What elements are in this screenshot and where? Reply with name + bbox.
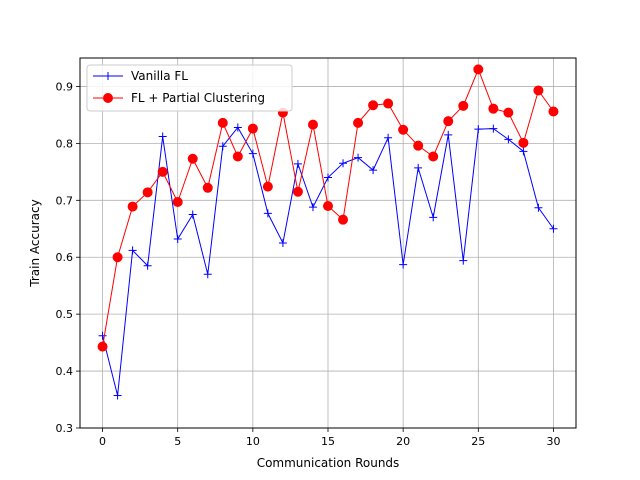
data-point-fl-partial-clustering	[247, 123, 258, 134]
data-point-vanilla-fl	[519, 147, 528, 156]
y-tick-label: 0.6	[56, 251, 74, 264]
data-point-fl-partial-clustering	[383, 98, 394, 109]
data-point-fl-partial-clustering	[443, 116, 454, 127]
data-point-vanilla-fl	[429, 213, 438, 222]
data-point-vanilla-fl	[218, 142, 227, 151]
data-point-fl-partial-clustering	[172, 197, 183, 208]
data-point-fl-partial-clustering	[127, 201, 138, 212]
x-tick-label: 15	[321, 435, 335, 448]
data-point-fl-partial-clustering	[368, 100, 379, 111]
data-point-fl-partial-clustering	[398, 124, 409, 135]
data-point-fl-partial-clustering	[488, 103, 499, 114]
y-tick-label: 0.4	[56, 365, 74, 378]
ticks: 0 5 10 15 20 25 30 0.3 0.4 0.5 0.6 0.7 0.8 0.9	[56, 80, 561, 448]
data-point-vanilla-fl	[308, 203, 317, 212]
data-point-vanilla-fl	[173, 235, 182, 244]
data-point-vanilla-fl	[248, 149, 257, 158]
data-point-vanilla-fl	[444, 130, 453, 139]
data-point-fl-partial-clustering	[413, 140, 424, 151]
data-point-vanilla-fl	[113, 391, 122, 400]
y-tick-label: 0.3	[56, 422, 74, 435]
data-point-vanilla-fl	[354, 153, 363, 162]
legend-frame	[86, 64, 293, 112]
x-tick-label: 30	[546, 435, 560, 448]
y-tick-label: 0.8	[56, 137, 74, 150]
data-point-fl-partial-clustering	[307, 119, 318, 130]
data-point-fl-partial-clustering	[232, 151, 243, 162]
data-point-fl-partial-clustering	[548, 106, 559, 117]
legend-marker-fl-partial-clustering	[103, 93, 113, 103]
data-point-vanilla-fl	[504, 135, 513, 144]
data-point-fl-partial-clustering	[157, 166, 168, 177]
data-point-vanilla-fl	[489, 124, 498, 133]
x-tick-label: 0	[99, 435, 106, 448]
y-axis-label: Train Accuracy	[28, 199, 42, 287]
data-point-vanilla-fl	[128, 246, 137, 255]
data-point-vanilla-fl	[233, 123, 242, 132]
data-point-vanilla-fl	[414, 163, 423, 172]
legend-label-fl-partial-clustering: FL + Partial Clustering	[131, 91, 265, 105]
data-point-fl-partial-clustering	[428, 151, 439, 162]
data-point-vanilla-fl	[278, 239, 287, 247]
x-axis-label: Communication Rounds	[257, 456, 400, 470]
data-point-vanilla-fl	[188, 210, 197, 219]
data-point-fl-partial-clustering	[97, 341, 108, 352]
y-tick-label: 0.5	[56, 308, 74, 321]
series-layer	[97, 64, 559, 400]
data-point-vanilla-fl	[549, 224, 558, 233]
data-point-vanilla-fl	[534, 203, 543, 212]
x-tick-label: 25	[471, 435, 485, 448]
data-point-vanilla-fl	[459, 256, 468, 265]
data-point-fl-partial-clustering	[112, 252, 123, 263]
data-point-fl-partial-clustering	[217, 117, 228, 128]
data-point-vanilla-fl	[339, 159, 348, 168]
data-point-fl-partial-clustering	[473, 64, 484, 75]
data-point-vanilla-fl	[384, 133, 393, 142]
x-tick-label: 20	[396, 435, 410, 448]
x-tick-label: 10	[246, 435, 260, 448]
data-point-fl-partial-clustering	[458, 100, 469, 111]
y-tick-label: 0.9	[56, 80, 74, 93]
data-point-fl-partial-clustering	[353, 117, 364, 128]
data-point-vanilla-fl	[293, 159, 302, 168]
data-point-fl-partial-clustering	[262, 181, 273, 192]
data-point-vanilla-fl	[158, 132, 167, 141]
data-point-vanilla-fl	[324, 173, 332, 182]
data-point-fl-partial-clustering	[533, 85, 544, 96]
legend-marker-vanilla-fl	[104, 72, 112, 80]
y-tick-label: 0.7	[56, 194, 74, 207]
data-point-vanilla-fl	[98, 331, 107, 340]
series-vanilla-fl	[98, 123, 558, 400]
data-point-fl-partial-clustering	[202, 182, 213, 193]
data-point-vanilla-fl	[369, 166, 378, 175]
data-point-vanilla-fl	[263, 209, 272, 218]
data-point-vanilla-fl	[143, 261, 152, 270]
data-point-vanilla-fl	[474, 125, 483, 134]
data-point-vanilla-fl	[203, 270, 212, 279]
legend: Vanilla FL FL + Partial Clustering	[86, 64, 293, 112]
data-point-fl-partial-clustering	[187, 153, 198, 164]
data-point-vanilla-fl	[399, 260, 408, 269]
data-point-fl-partial-clustering	[292, 186, 303, 197]
x-tick-label: 5	[174, 435, 181, 448]
data-point-fl-partial-clustering	[323, 201, 333, 211]
data-point-fl-partial-clustering	[503, 107, 514, 118]
data-point-fl-partial-clustering	[142, 187, 153, 198]
legend-label-vanilla-fl: Vanilla FL	[131, 69, 188, 83]
data-point-fl-partial-clustering	[338, 214, 349, 225]
data-point-fl-partial-clustering	[518, 137, 529, 148]
